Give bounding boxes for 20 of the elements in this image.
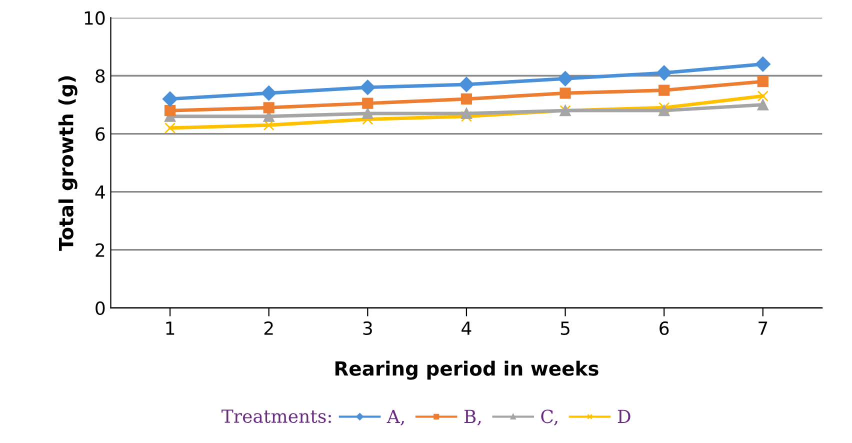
x-tick-label: 3 [363, 321, 372, 336]
x-tick-label: 1 [166, 322, 174, 335]
y-axis-title: Total growth (g) [58, 76, 78, 251]
legend-label: B, [464, 410, 481, 426]
y-tick-label: 6 [96, 127, 105, 141]
x-axis-title: Rearing period in weeks [335, 360, 598, 380]
y-tick-label: 4 [95, 186, 105, 199]
y-tick-label: 2 [96, 243, 104, 257]
legend-title: Treatments: [222, 410, 331, 423]
legend-label: A, [386, 410, 404, 426]
x-tick-label: 5 [560, 322, 570, 336]
y-tick-label: 0 [96, 301, 105, 315]
x-tick-label: 4 [462, 322, 472, 335]
legend-label: D [618, 410, 630, 423]
x-tick-label: 7 [758, 322, 768, 335]
x-tick-label: 2 [264, 321, 273, 335]
y-tick-label: 10 [84, 11, 105, 25]
y-tick-label: 8 [96, 69, 105, 83]
x-tick-label: 6 [660, 321, 669, 336]
legend-label: C, [541, 410, 558, 426]
